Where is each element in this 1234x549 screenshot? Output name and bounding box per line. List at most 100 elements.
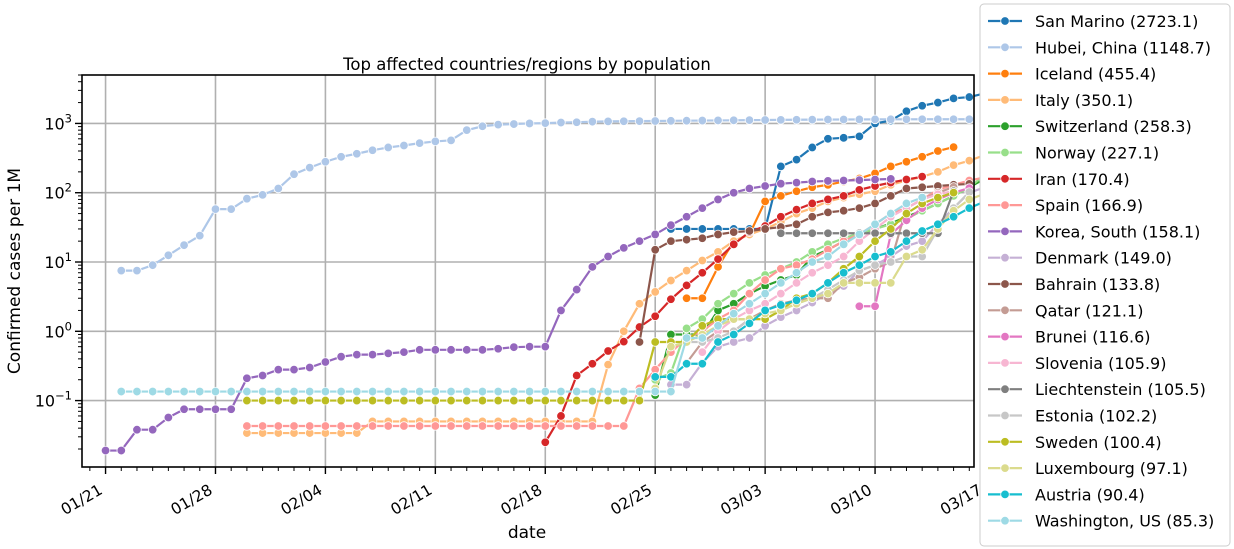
- y-tick-label: 101: [44, 250, 72, 272]
- legend-marker: [1000, 331, 1010, 342]
- data-point: [948, 160, 959, 170]
- data-point: [257, 190, 268, 200]
- y-tick-base: 10: [44, 114, 64, 133]
- data-point: [320, 157, 331, 167]
- x-tick-label: 02/04: [278, 481, 326, 519]
- data-point: [462, 421, 472, 431]
- data-point: [791, 228, 802, 238]
- data-point: [226, 204, 236, 214]
- data-point: [744, 278, 755, 288]
- data-point: [776, 228, 786, 238]
- data-point: [713, 321, 723, 331]
- data-point: [556, 411, 566, 421]
- data-point: [257, 395, 268, 406]
- data-point: [854, 260, 865, 270]
- data-point: [336, 386, 346, 397]
- data-point: [838, 251, 849, 262]
- data-point: [697, 224, 708, 234]
- legend-marker: [1000, 463, 1010, 473]
- legend-label: Estonia (102.2): [1035, 407, 1157, 426]
- data-point: [933, 114, 943, 124]
- data-point: [901, 106, 912, 116]
- series-korea-south: [100, 174, 896, 456]
- data-point: [524, 421, 535, 431]
- data-point: [634, 116, 645, 126]
- data-point: [854, 301, 865, 311]
- data-point: [666, 220, 676, 230]
- data-point: [901, 114, 912, 125]
- data-point: [823, 260, 833, 270]
- legend-marker: [1000, 42, 1010, 53]
- data-point: [210, 204, 221, 214]
- data-point: [697, 321, 708, 331]
- legend-item: San Marino (2723.1): [988, 12, 1198, 31]
- legend-item: Switzerland (258.3): [988, 117, 1192, 136]
- legend-label: Bahrain (133.8): [1035, 275, 1160, 294]
- data-point: [854, 131, 865, 142]
- data-point: [697, 268, 708, 278]
- data-point: [901, 236, 912, 246]
- data-point: [195, 386, 205, 397]
- data-point: [336, 351, 346, 362]
- data-point: [791, 278, 802, 288]
- y-tick-label: 100: [44, 319, 72, 341]
- data-point: [305, 421, 315, 431]
- data-point: [352, 421, 362, 431]
- data-point: [901, 198, 912, 209]
- legend-item: Iran (170.4): [988, 170, 1130, 189]
- data-point: [901, 208, 912, 219]
- data-point: [556, 305, 566, 316]
- data-point: [791, 115, 802, 125]
- data-point: [163, 386, 174, 397]
- data-point: [807, 176, 817, 187]
- data-point: [807, 212, 817, 222]
- data-point: [854, 114, 865, 125]
- data-point: [571, 370, 582, 381]
- data-point: [430, 386, 441, 397]
- data-point: [870, 228, 880, 238]
- data-point: [634, 386, 645, 397]
- data-point: [540, 341, 550, 352]
- data-point: [870, 114, 880, 125]
- data-point: [132, 424, 142, 435]
- legend-marker: [1000, 121, 1010, 131]
- data-point: [273, 421, 284, 431]
- data-point: [493, 119, 503, 130]
- data-point: [729, 239, 739, 250]
- data-point: [901, 183, 912, 194]
- legend-item: Spain (166.9): [988, 196, 1143, 215]
- data-point: [933, 219, 943, 230]
- data-point: [744, 115, 755, 125]
- x-tick-label: 02/18: [498, 481, 546, 519]
- data-point: [462, 395, 472, 406]
- series-washington-us: [116, 192, 927, 397]
- data-point: [807, 114, 817, 125]
- data-point: [697, 359, 708, 369]
- data-point: [352, 395, 362, 406]
- data-point: [650, 311, 660, 321]
- data-point: [823, 114, 833, 125]
- data-point: [933, 167, 943, 177]
- data-point: [791, 204, 802, 215]
- data-point: [697, 333, 708, 343]
- data-point: [446, 421, 456, 431]
- data-point: [210, 404, 221, 414]
- data-point: [524, 386, 535, 397]
- legend-item: Sweden (100.4): [988, 433, 1162, 452]
- data-point: [713, 229, 723, 240]
- data-point: [713, 254, 723, 264]
- data-point: [666, 341, 676, 352]
- data-point: [681, 265, 692, 276]
- data-point: [744, 288, 755, 299]
- legend-label: Switzerland (258.3): [1035, 117, 1192, 136]
- legend: San Marino (2723.1) Hubei, China (1148.7)…: [979, 3, 1231, 547]
- data-point: [477, 121, 488, 131]
- data-point: [870, 251, 880, 262]
- legend-label: Denmark (149.0): [1035, 249, 1172, 268]
- data-point: [838, 268, 849, 278]
- legend-label: Spain (166.9): [1035, 196, 1143, 215]
- data-point: [744, 226, 755, 236]
- data-point: [838, 239, 849, 250]
- data-point: [854, 251, 865, 262]
- legend-marker: [1000, 279, 1010, 289]
